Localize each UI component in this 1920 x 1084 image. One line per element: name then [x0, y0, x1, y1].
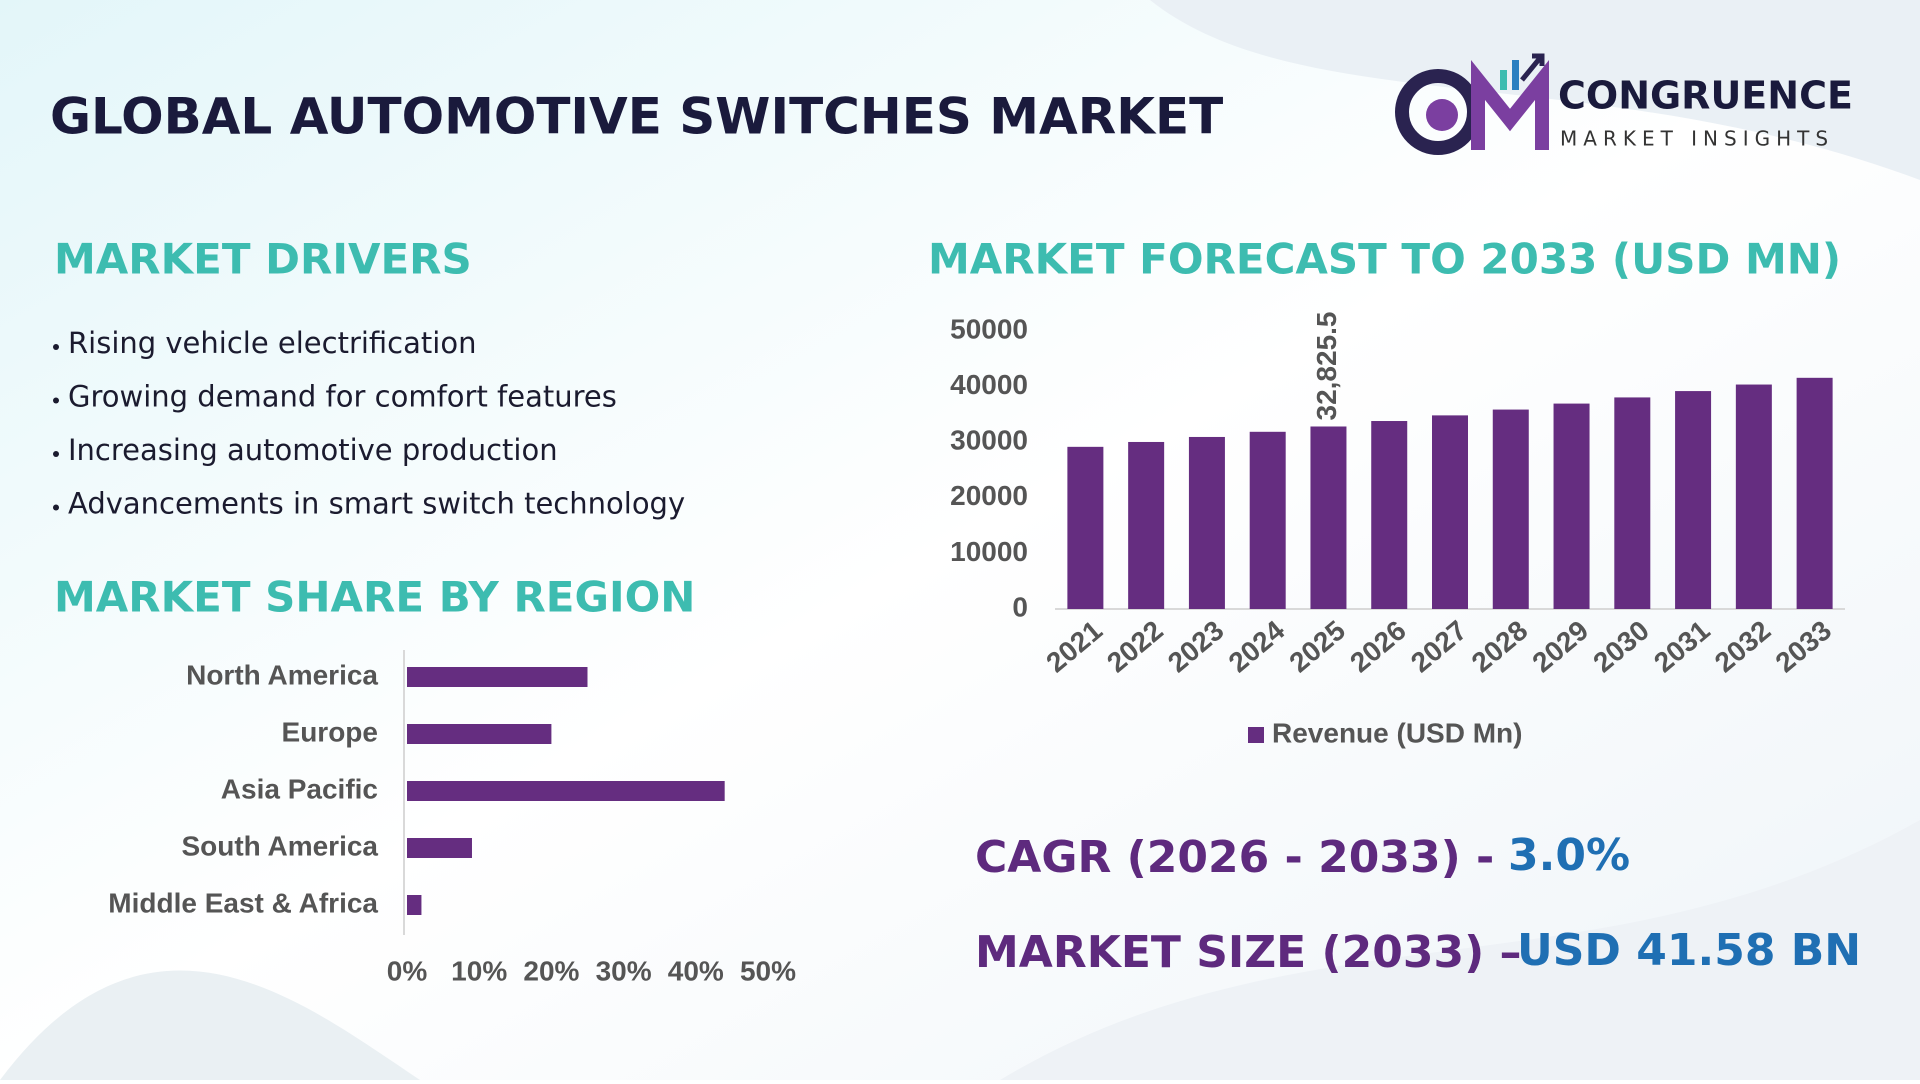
y-tick-label: 0: [1012, 591, 1028, 622]
x-tick-label: 0%: [387, 955, 428, 986]
bar: [407, 895, 422, 915]
decor: [0, 970, 420, 1080]
forecast-title: MARKET FORECAST TO 2033 (USD MN): [928, 235, 1841, 284]
bar: [1188, 436, 1225, 609]
title: GLOBAL AUTOMOTIVE SWITCHES MARKET: [50, 88, 1223, 146]
bar: [1553, 403, 1590, 609]
bar: [1614, 397, 1651, 609]
bar: [407, 838, 472, 858]
bar: [1310, 426, 1347, 609]
bar: [1796, 377, 1833, 609]
y-tick-label: 10000: [950, 536, 1028, 567]
bar: [407, 667, 588, 687]
bullet: [53, 451, 59, 457]
x-tick-label: 50%: [740, 955, 796, 986]
size-value: USD 41.58 BN: [1517, 925, 1861, 976]
brand: CONGRUENCE: [1558, 74, 1853, 118]
cagr-value: 3.0%: [1508, 830, 1630, 881]
x-tick-label: 40%: [668, 955, 724, 986]
bar: [1735, 384, 1772, 609]
y-tick-label: 50000: [950, 313, 1028, 344]
legend-label: Revenue (USD Mn): [1272, 717, 1522, 748]
bar: [407, 724, 552, 744]
brand-sub: MARKET INSIGHTS: [1560, 127, 1834, 151]
bar: [1432, 415, 1468, 609]
bullet: [53, 397, 59, 404]
y-tick-label: North America: [186, 659, 378, 690]
driver-item: Advancements in smart switch technology: [68, 487, 685, 521]
bar: [407, 781, 725, 801]
drivers-title: MARKET DRIVERS: [54, 235, 472, 284]
y-tick-label: South America: [181, 830, 378, 861]
y-tick-label: 30000: [950, 425, 1028, 456]
x-tick-label: 20%: [523, 955, 579, 986]
bar: [1249, 431, 1286, 609]
y-tick-label: 20000: [950, 480, 1028, 511]
y-tick-label: Middle East & Africa: [108, 887, 378, 918]
size-label: MARKET SIZE (2033) –: [975, 927, 1522, 978]
driver-item: Growing demand for comfort features: [68, 380, 617, 414]
driver-item: Rising vehicle electrification: [68, 326, 476, 360]
x-tick-label: 30%: [596, 955, 652, 986]
logo: [1395, 53, 1549, 155]
bar: [1067, 446, 1104, 609]
y-tick-label: Europe: [282, 716, 378, 747]
decor: [1000, 820, 1920, 1080]
bar: [1371, 421, 1408, 609]
x-tick-label: 10%: [451, 955, 507, 986]
y-tick-label: Asia Pacific: [221, 773, 378, 804]
bar: [1492, 409, 1529, 609]
cagr-label: CAGR (2026 - 2033) -: [975, 832, 1494, 883]
bullet: [53, 344, 59, 350]
bar: [1675, 391, 1712, 609]
y-tick-label: 40000: [950, 369, 1028, 400]
value-label: 32,825.5: [1311, 311, 1342, 420]
legend-swatch: [1248, 727, 1264, 743]
bar: [1128, 441, 1165, 609]
region-title: MARKET SHARE BY REGION: [54, 573, 695, 622]
bullet: [53, 504, 59, 511]
driver-item: Increasing automotive production: [68, 433, 558, 467]
